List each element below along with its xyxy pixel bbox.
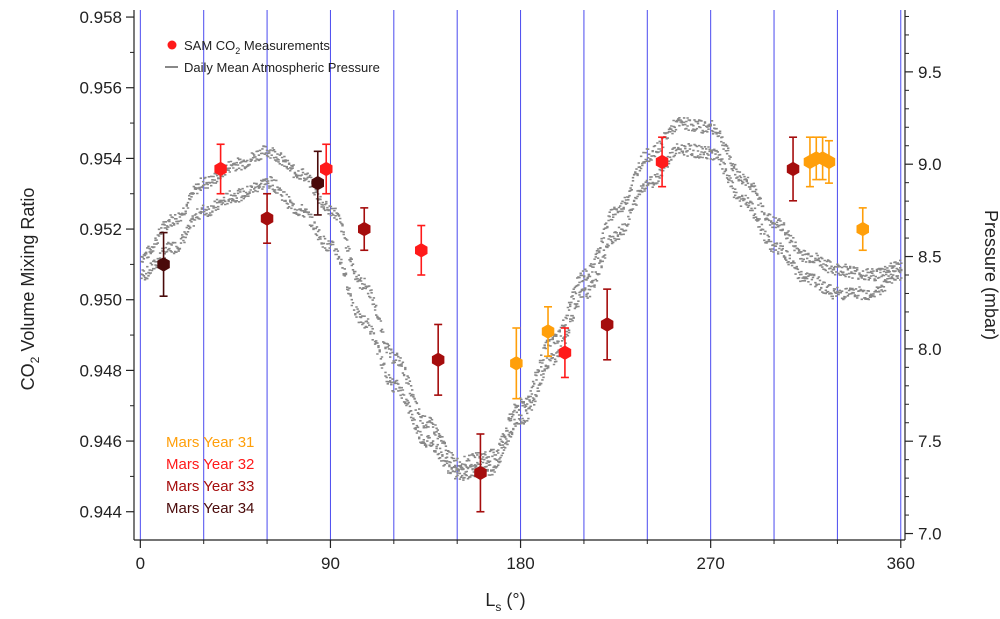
y2-tick-label: 8.5 xyxy=(918,248,942,267)
y-axis-label: CO2 Volume Mixing Ratio xyxy=(18,188,42,391)
x-tick-label: 360 xyxy=(887,554,915,573)
legend-label-co2-rest: Measurements xyxy=(240,38,330,53)
y2-tick-label: 7.0 xyxy=(918,525,942,544)
data-point xyxy=(786,136,800,202)
data-point xyxy=(558,327,572,379)
mars-year-label: Mars Year 32 xyxy=(166,456,254,473)
legend-label-co2: SAM CO2 Measurements xyxy=(184,38,330,56)
point-marker xyxy=(541,324,555,339)
legend-label-pressure: Daily Mean Atmospheric Pressure xyxy=(184,60,380,75)
y-tick-label: 0.948 xyxy=(79,361,122,380)
data-point xyxy=(320,143,333,195)
y2-tick-label: 9.5 xyxy=(918,63,942,82)
vertical-gridlines xyxy=(139,10,902,540)
legend-label-co2-sub: 2 xyxy=(235,46,240,56)
x-axis-label-unit: (°) xyxy=(501,590,525,610)
axes: 0 90 180 270 360 0.944 0.946 0.948 0.950 0.952 0.9… xyxy=(18,8,1000,614)
legend: SAM CO2 Measurements Daily Mean Atmospher… xyxy=(165,38,380,75)
y-tick-label: 0.954 xyxy=(79,149,122,168)
mars-year-label: Mars Year 31 xyxy=(166,434,254,451)
point-marker xyxy=(214,161,227,177)
point-marker xyxy=(320,161,333,177)
point-marker xyxy=(260,211,274,226)
x-axis-label: Ls (°) xyxy=(485,590,525,614)
y2-tick-label: 9.0 xyxy=(918,155,942,174)
mars-year-label: Mars Year 34 xyxy=(166,500,254,517)
x-axis-label-sub: s xyxy=(495,600,501,614)
y2-tick-label: 8.0 xyxy=(918,340,942,359)
pressure-upper-band xyxy=(140,117,903,471)
point-marker xyxy=(822,154,836,170)
point-marker xyxy=(415,243,428,258)
data-point xyxy=(541,305,555,358)
data-point xyxy=(431,323,445,396)
x-tick-label: 90 xyxy=(321,554,340,573)
x-tick-label: 0 xyxy=(136,554,145,573)
y-tick-label: 0.946 xyxy=(79,432,122,451)
y-axis-label-rest: Volume Mixing Ratio xyxy=(18,188,38,357)
y-tick-label: 0.956 xyxy=(79,79,122,98)
x-tick-label: 180 xyxy=(506,554,534,573)
pressure-lower-band xyxy=(140,143,903,481)
y-tick-label: 0.952 xyxy=(79,220,122,239)
point-marker xyxy=(600,317,614,332)
data-point xyxy=(214,143,227,195)
x-tick-label: 270 xyxy=(696,554,724,573)
point-marker xyxy=(157,257,170,272)
point-marker xyxy=(856,221,869,237)
data-point xyxy=(600,288,614,361)
x-axis-label-main: L xyxy=(485,590,495,610)
point-marker xyxy=(358,221,371,237)
point-marker xyxy=(655,154,669,170)
data-point xyxy=(655,136,669,188)
data-point xyxy=(311,150,324,216)
data-point xyxy=(260,192,274,244)
data-point xyxy=(358,207,371,252)
y-tick-label: 0.944 xyxy=(79,503,122,522)
y2-tick-label: 7.5 xyxy=(918,432,942,451)
data-point xyxy=(822,139,836,184)
y2-axis-label: Pressure (mbar) xyxy=(981,210,1000,340)
data-point xyxy=(510,327,523,400)
point-marker xyxy=(474,465,487,481)
y-tick-label: 0.950 xyxy=(79,291,122,310)
y-tick-label: 0.958 xyxy=(79,8,122,27)
point-marker xyxy=(510,356,523,371)
data-point xyxy=(856,207,869,252)
co2-measurement-points xyxy=(157,136,869,513)
legend-marker-circle xyxy=(167,40,177,50)
point-marker xyxy=(431,352,445,367)
point-marker xyxy=(558,345,572,360)
legend-label-co2-main: SAM CO xyxy=(184,38,235,53)
mars-year-labels: Mars Year 31 Mars Year 32 Mars Year 33 Mars… xyxy=(166,434,254,517)
data-point xyxy=(415,224,428,276)
y-axis-label-main: CO xyxy=(18,363,38,390)
y-axis-label-sub: 2 xyxy=(28,356,42,363)
data-point xyxy=(157,231,170,298)
point-marker xyxy=(786,161,800,177)
point-marker xyxy=(311,175,324,191)
data-point xyxy=(474,433,487,513)
mars-year-label: Mars Year 33 xyxy=(166,478,254,495)
